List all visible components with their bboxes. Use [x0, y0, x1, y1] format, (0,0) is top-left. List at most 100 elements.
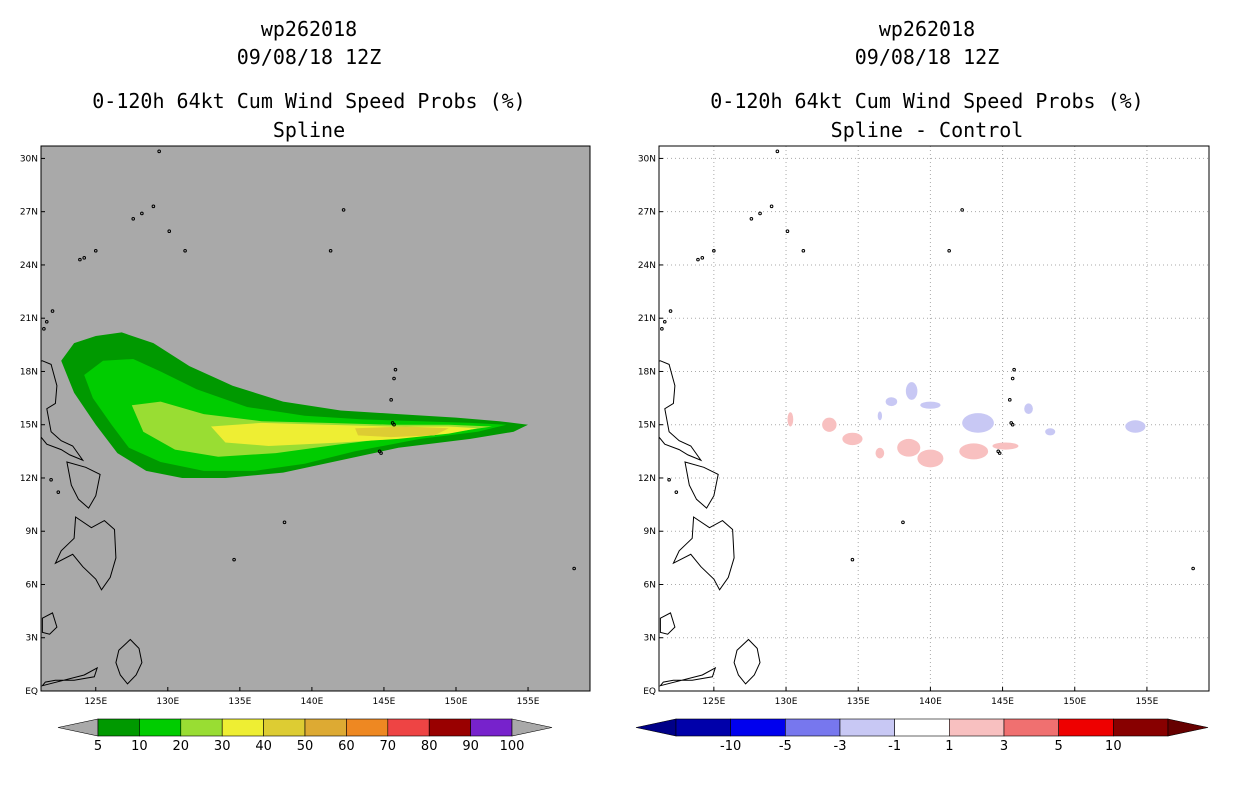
y-tick-label: 24N — [20, 261, 38, 271]
colorbar-segment — [346, 718, 389, 737]
map-content — [41, 149, 576, 687]
chart-subtitle: Spline - Control — [830, 118, 1024, 142]
island — [667, 477, 671, 482]
colorbar-segment — [839, 718, 895, 737]
colorbar-label: 100 — [500, 739, 525, 754]
y-tick-label: 15N — [638, 421, 656, 431]
x-tick-label: 125E — [84, 697, 107, 707]
island — [696, 257, 700, 262]
y-tick-label: 12N — [638, 474, 656, 484]
island — [392, 422, 396, 427]
island — [1191, 566, 1195, 571]
plot-frame — [40, 145, 591, 692]
x-tick-label: 155E — [1135, 697, 1158, 707]
positive-diff-area — [959, 443, 989, 460]
colorbar-label: 40 — [255, 739, 272, 754]
island — [749, 216, 754, 221]
island — [801, 248, 806, 253]
coastline — [41, 360, 85, 462]
x-tick-label: 130E — [775, 697, 798, 707]
x-tick-label: 135E — [228, 697, 251, 707]
x-tick-label: 140E — [919, 697, 942, 707]
island — [328, 248, 333, 253]
x-tick-label: 140E — [300, 697, 323, 707]
y-tick-label: 18N — [638, 367, 656, 377]
y-tick-label: 21N — [20, 314, 38, 324]
negative-diff-area — [962, 413, 994, 433]
coastline — [115, 638, 143, 685]
island — [44, 319, 49, 324]
negative-diff-area — [877, 411, 883, 421]
island — [758, 211, 762, 216]
storm-id: wp262018 — [260, 17, 358, 41]
chart-title: 0-120h 64kt Cum Wind Speed Probs (%) — [710, 89, 1144, 113]
prob-contour-40 — [355, 426, 449, 438]
positive-diff-area — [992, 442, 1019, 450]
colorbar-segment — [97, 718, 140, 737]
y-tick-label: 30N — [638, 154, 656, 164]
colorbar-label: -10 — [720, 739, 741, 754]
coastline — [733, 638, 761, 685]
y-tick-label: 6N — [644, 580, 656, 590]
colorbar-label: 90 — [462, 739, 479, 754]
island — [712, 248, 716, 253]
coastline — [66, 461, 101, 509]
x-tick-label: 145E — [991, 697, 1014, 707]
y-tick-label: EQ — [25, 687, 38, 697]
island — [93, 248, 98, 253]
x-tick-label: 150E — [1063, 697, 1086, 707]
coastline — [659, 360, 703, 462]
colorbar-over-arrow — [511, 718, 553, 737]
colorbar-label: 60 — [338, 739, 355, 754]
negative-diff-area — [1125, 420, 1146, 433]
island — [140, 211, 144, 216]
colorbar-label: 80 — [421, 739, 438, 754]
y-tick-label: 27N — [20, 208, 38, 218]
island — [393, 367, 398, 372]
negative-diff-area — [885, 397, 898, 407]
negative-diff-area — [1045, 428, 1056, 436]
colorbar-label: -5 — [779, 739, 792, 754]
x-tick-label: 155E — [517, 697, 540, 707]
colorbar-label: 5 — [94, 739, 102, 754]
island — [769, 204, 774, 209]
island — [389, 398, 393, 402]
island — [49, 477, 53, 482]
negative-diff-area — [1024, 403, 1033, 415]
negative-diff-area — [920, 401, 941, 409]
island — [850, 557, 855, 562]
colorbar-under-arrow — [635, 718, 677, 737]
island — [1010, 422, 1015, 427]
y-tick-label: 27N — [638, 208, 656, 218]
colorbar-label: 20 — [173, 739, 190, 754]
y-tick-label: 9N — [26, 527, 38, 537]
colorbar-label: 3 — [1000, 739, 1008, 754]
colorbar-segment — [1003, 718, 1059, 737]
difference-map: 125E 130E 135E 140E 145E 150E 155E EQ 3N 6N 9N 12N 1… — [635, 145, 1210, 754]
island — [56, 490, 61, 494]
colorbar-segment — [387, 718, 430, 737]
island — [42, 327, 46, 331]
island — [996, 449, 1001, 454]
y-tick-label: 15N — [20, 421, 38, 431]
colorbar-under-arrow — [57, 718, 99, 737]
island — [674, 490, 679, 494]
colorbar-label: 10 — [1105, 739, 1122, 754]
island — [82, 256, 87, 260]
y-tick-label: 9N — [644, 527, 656, 537]
right-panel: wp262018 09/08/18 12Z 0-120h 64kt Cum Wi… — [618, 0, 1236, 800]
island — [662, 319, 667, 324]
positive-diff-area — [842, 432, 863, 446]
island — [341, 208, 346, 212]
coastline — [54, 516, 117, 591]
colorbar-segment — [949, 718, 1005, 737]
positive-diff-area — [822, 417, 837, 432]
x-tick-label: 135E — [847, 697, 870, 707]
positive-diff-area — [897, 438, 921, 457]
colorbar-segment — [470, 718, 513, 737]
storm-id: wp262018 — [878, 17, 976, 41]
y-tick-label: 30N — [20, 154, 38, 164]
y-tick-label: EQ — [643, 687, 656, 697]
colorbar-segment — [1113, 718, 1169, 737]
y-tick-label: 12N — [20, 474, 38, 484]
